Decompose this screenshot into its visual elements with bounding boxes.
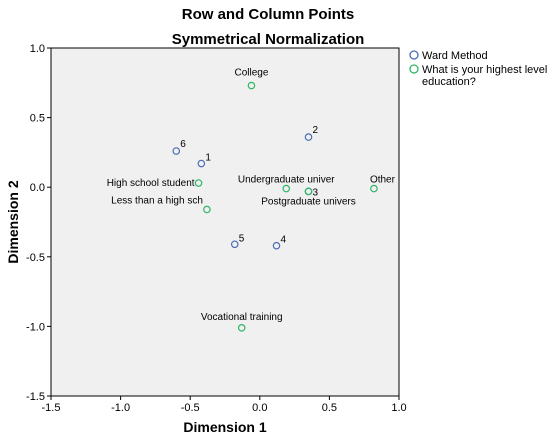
y-tick-label: -1.0 (26, 321, 45, 333)
point-label: 4 (281, 235, 287, 246)
data-points: 1 2 3 4 5 6 College High school student Less tha… (107, 68, 396, 332)
plot-area (50, 47, 400, 397)
scatter-point (203, 205, 211, 214)
scatter-point (172, 147, 181, 155)
scatter-point (230, 240, 239, 249)
legend-label: education? (422, 76, 476, 88)
point-label: Other (370, 175, 396, 186)
scatter-point (247, 81, 256, 90)
scatter-point (282, 184, 291, 193)
x-axis-label: Dimension 1 (183, 419, 266, 435)
chart-subtitle: Symmetrical Normalization (172, 31, 365, 48)
scatter-point (304, 187, 313, 196)
y-tick-label: -1.5 (26, 391, 45, 403)
point-label: Less than a high sch (111, 195, 203, 206)
point-label: 5 (239, 233, 245, 244)
x-tick-label: -1.0 (111, 402, 130, 414)
y-tick-label: 0.0 (30, 182, 45, 194)
x-tick-label: 1.0 (391, 402, 406, 414)
y-tick-label: 0.5 (30, 113, 45, 125)
legend-label: What is your highest level of (422, 64, 550, 76)
legend-label: Ward Method (422, 50, 488, 62)
scatter-point (272, 241, 281, 250)
chart-title: Row and Column Points (182, 6, 355, 23)
scatter-point (197, 159, 206, 168)
y-axis-ticks: 1.0 0.5 0.0 -0.5 -1.0 -1.5 (26, 43, 51, 403)
point-label: Vocational training (201, 312, 283, 323)
legend: Ward Method What is your highest level of… (409, 50, 550, 88)
scatter-point (370, 184, 378, 193)
x-tick-label: 0.0 (252, 402, 267, 414)
point-label: Postgraduate univers (261, 196, 356, 207)
legend-marker (409, 50, 419, 60)
x-axis-ticks: -1.5 -1.0 -0.5 0.0 0.5 1.0 (42, 396, 407, 414)
point-label: 3 (313, 187, 319, 198)
point-label: High school student (107, 178, 195, 189)
point-label: 1 (205, 153, 211, 164)
x-tick-label: -0.5 (181, 402, 200, 414)
y-tick-label: -0.5 (26, 252, 45, 264)
scatter-point (237, 323, 246, 332)
point-label: 2 (313, 125, 319, 136)
point-label: 6 (180, 139, 186, 150)
y-axis-label: Dimension 2 (5, 180, 21, 263)
legend-marker (409, 64, 419, 74)
scatter-point (194, 179, 203, 187)
point-label: College (234, 68, 268, 79)
x-tick-label: 0.5 (322, 402, 337, 414)
scatter-point (304, 133, 313, 141)
y-tick-label: 1.0 (30, 43, 45, 55)
point-label: Undergraduate univer (238, 175, 335, 186)
x-tick-label: -1.5 (42, 402, 61, 414)
